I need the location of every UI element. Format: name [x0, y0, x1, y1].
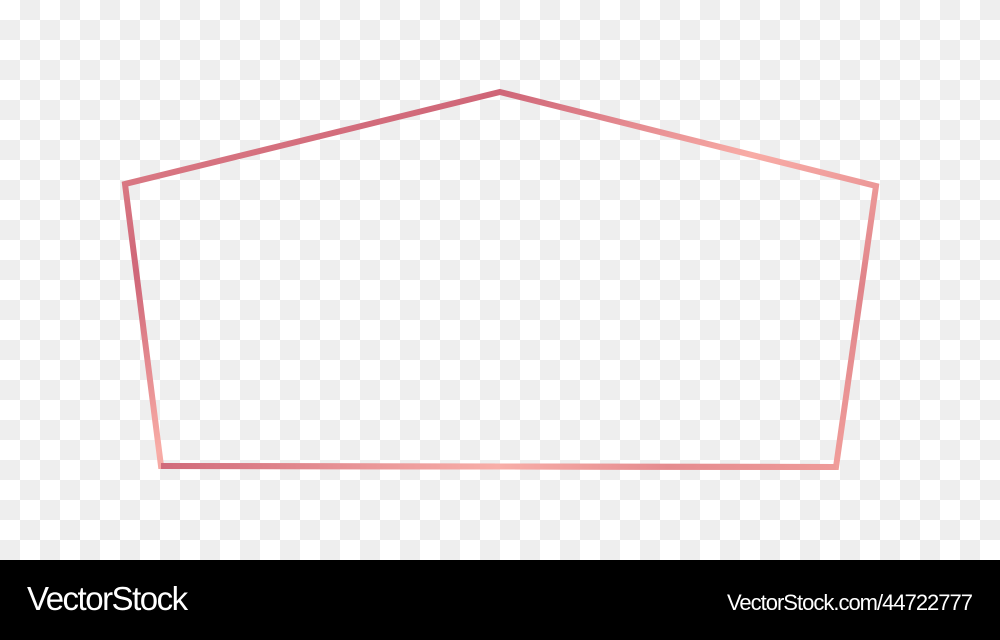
watermark-bar: VectorStock VectorStock.com/44722777 — [0, 560, 1000, 640]
pentagon-frame — [121, 88, 880, 471]
pentagon-frame-graphic — [121, 88, 880, 471]
watermark-reference: VectorStock.com/44722777 — [726, 590, 973, 615]
transparent-checkerboard-canvas — [0, 0, 1000, 560]
pentagon-frame-bottom-edge — [160, 463, 837, 470]
watermark-brand-logo: VectorStock — [27, 580, 188, 617]
